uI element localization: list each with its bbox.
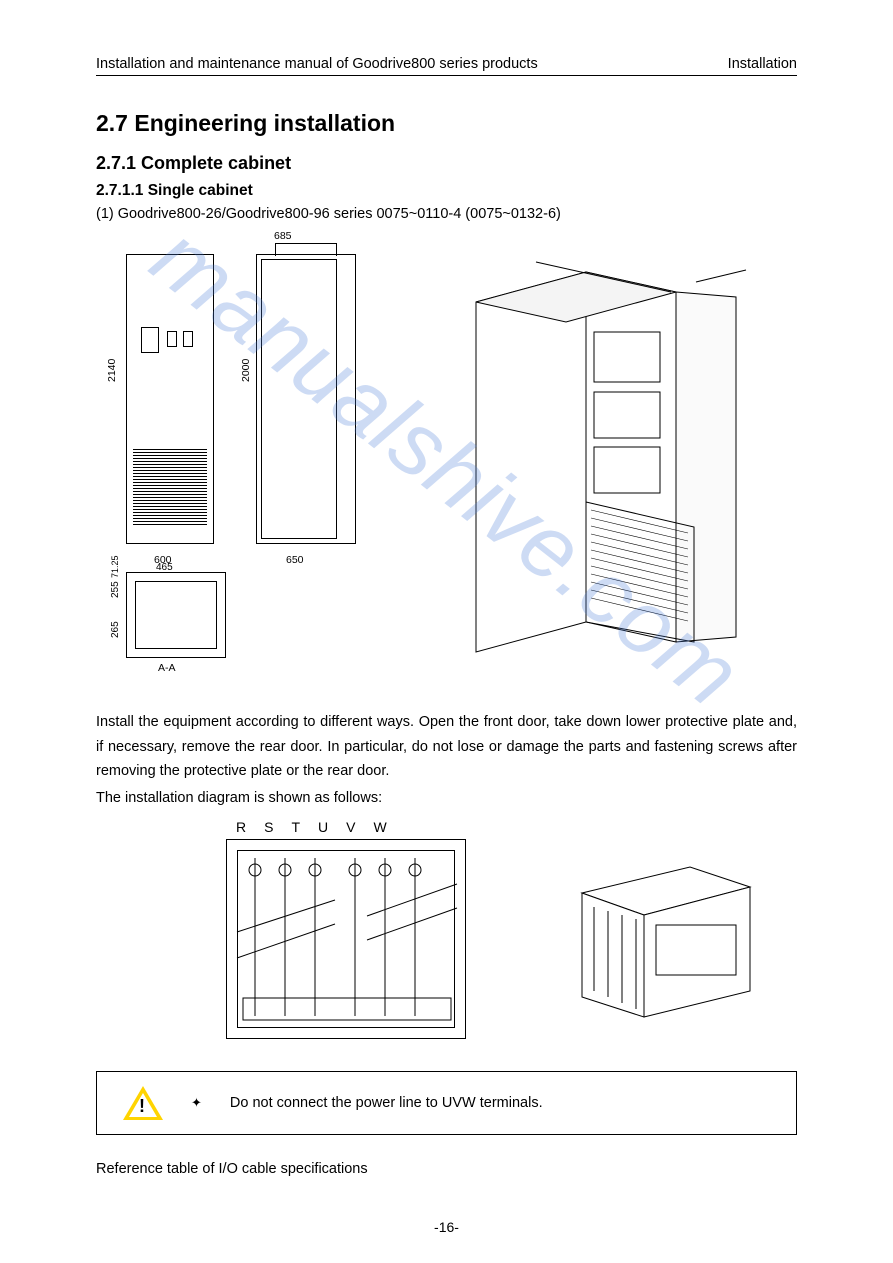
page: Installation and maintenance manual of G… — [0, 0, 893, 1263]
header-right: Installation — [728, 56, 797, 72]
cabinet-side-elevation — [256, 254, 356, 544]
terminal-U: U — [318, 819, 328, 835]
front-panel-1 — [141, 327, 159, 353]
reference-table-line: Reference table of I/O cable specificati… — [96, 1161, 797, 1177]
terminal-R: R — [236, 819, 246, 835]
dim-side-height: 2000 — [240, 359, 252, 382]
page-number: -16- — [0, 1219, 893, 1235]
install-paragraph-2: The installation diagram is shown as fol… — [96, 786, 797, 811]
terminal-T: T — [291, 819, 300, 835]
cabinet-isometric-open — [436, 242, 756, 662]
heading-2-7-1-1: 2.7.1.1 Single cabinet — [96, 182, 797, 200]
front-panel-3 — [183, 331, 193, 347]
warning-exclamation: ! — [139, 1096, 145, 1117]
section-label: A-A — [158, 662, 176, 674]
cabinet-drawings-figure: manualshive.com 2140 600 2000 685 650 A-… — [96, 232, 796, 702]
header-left: Installation and maintenance manual of G… — [96, 56, 538, 72]
page-header: Installation and maintenance manual of G… — [96, 56, 797, 76]
terminal-block-svg — [227, 840, 467, 1040]
cabinet-base-svg — [574, 857, 764, 1027]
installation-diagram-figure: R S T U V W — [96, 817, 796, 1057]
heading-2-7: 2.7 Engineering installation — [96, 110, 797, 137]
terminal-block-drawing — [226, 839, 466, 1039]
terminal-W: W — [374, 819, 387, 835]
terminal-labels-row: R S T U V W — [236, 819, 387, 835]
cabinet-section-aa — [126, 572, 226, 658]
dim-section-top-h: 71.25 — [110, 555, 120, 578]
terminal-V: V — [346, 819, 355, 835]
dim-section-h2: 265 — [110, 621, 121, 638]
install-paragraph: Install the equipment according to diffe… — [96, 710, 797, 784]
cabinet-front-elevation — [126, 254, 214, 544]
dim-front-height: 2140 — [106, 359, 118, 382]
front-panel-2 — [167, 331, 177, 347]
heading-2-7-1: 2.7.1 Complete cabinet — [96, 153, 797, 174]
cabinet-iso-svg — [436, 242, 756, 662]
warning-text: Do not connect the power line to UVW ter… — [230, 1095, 543, 1111]
dim-side-width: 650 — [286, 554, 304, 566]
dim-section-h1: 255 — [110, 581, 121, 598]
warning-triangle-icon: ! — [123, 1086, 163, 1120]
warning-bullet-icon: ✦ — [191, 1095, 202, 1111]
terminal-S: S — [264, 819, 273, 835]
warning-box: ! ✦ Do not connect the power line to UVW… — [96, 1071, 797, 1135]
dim-section-width: 465 — [156, 562, 173, 573]
cabinet-base-iso-drawing — [574, 857, 764, 1027]
series-spec-line: (1) Goodrive800-26/Goodrive800-96 series… — [96, 206, 797, 222]
dim-side-top-width: 685 — [274, 230, 292, 242]
